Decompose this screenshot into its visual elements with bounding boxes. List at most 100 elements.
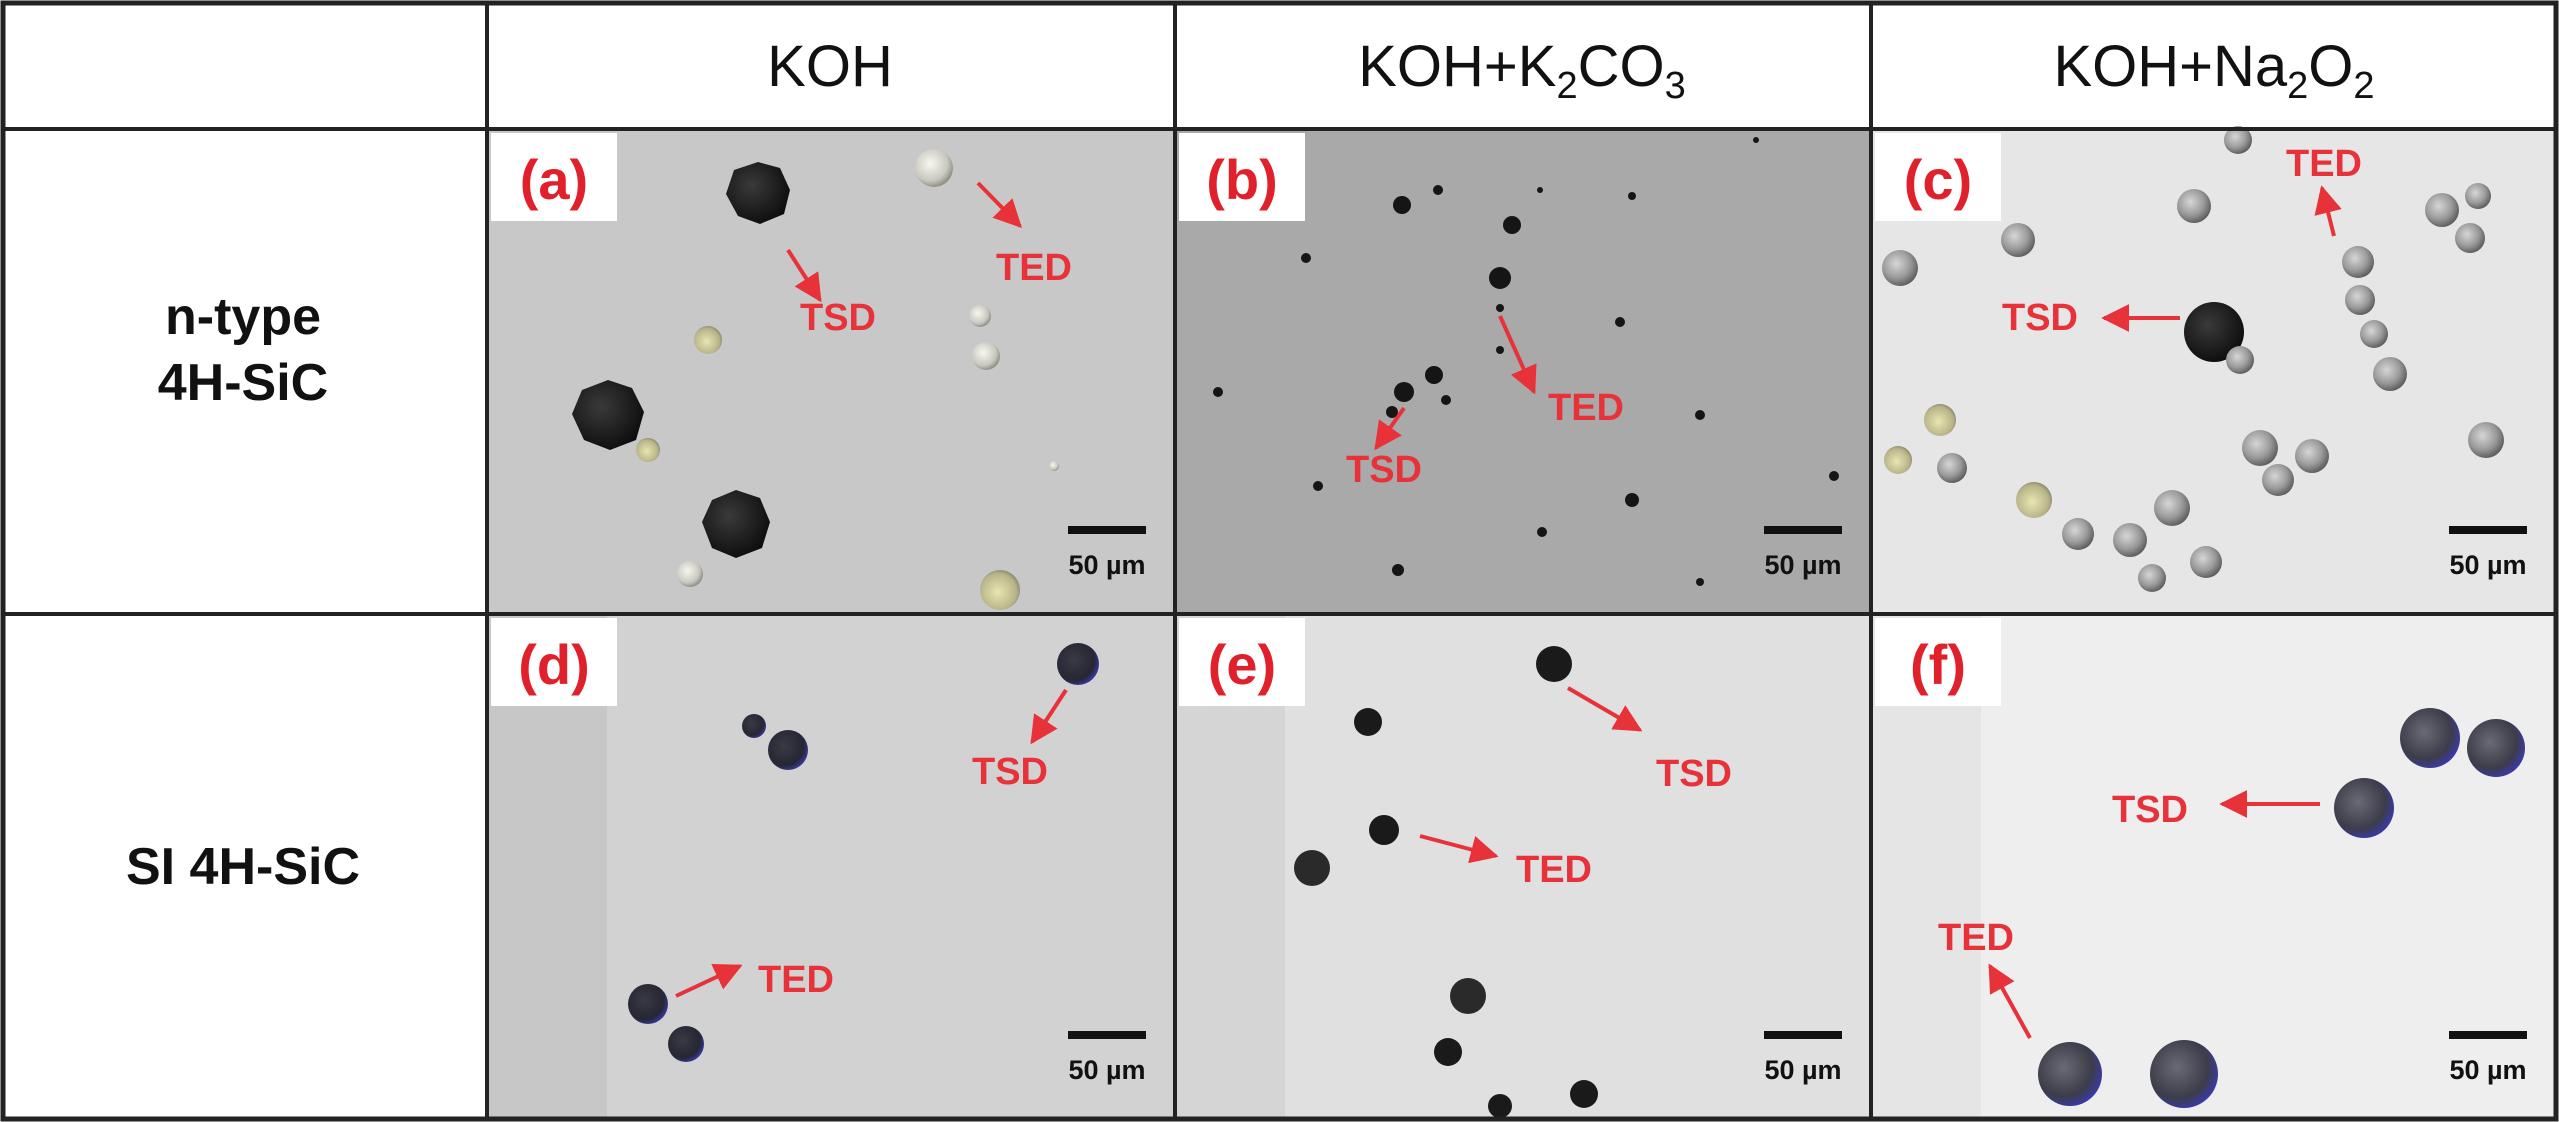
scale-bar bbox=[2449, 1031, 2527, 1039]
etch-pit bbox=[668, 1026, 704, 1062]
etch-pit bbox=[969, 305, 991, 327]
row-labels: n-type 4H-SiC SI 4H-SiC bbox=[126, 288, 360, 896]
etch-pit bbox=[2242, 430, 2278, 466]
row-label-n-type: 4H-SiC bbox=[158, 354, 328, 412]
etch-pit bbox=[1441, 395, 1451, 405]
etch-pit bbox=[1392, 564, 1404, 576]
etch-pit bbox=[1937, 453, 1967, 483]
etch-pit bbox=[2226, 346, 2254, 374]
etch-pit bbox=[2360, 320, 2388, 348]
etch-pit bbox=[2001, 223, 2035, 257]
arrow bbox=[786, 248, 822, 303]
header-text: O bbox=[2308, 34, 2353, 99]
header-text: CO bbox=[1578, 34, 1665, 99]
arrow bbox=[1498, 315, 1537, 395]
etch-pit bbox=[1394, 382, 1414, 402]
etch-pit bbox=[1393, 196, 1411, 214]
etch-pit bbox=[1570, 1080, 1598, 1108]
panel-labels: (a) (b) (c) (d) (e) (f) bbox=[491, 133, 2001, 706]
scale-bar bbox=[1764, 1031, 1842, 1039]
etch-pit bbox=[980, 570, 1020, 610]
etch-pit bbox=[1434, 1038, 1462, 1066]
arrow bbox=[1030, 688, 1068, 745]
etch-pit bbox=[1625, 493, 1639, 507]
etch-pit bbox=[636, 438, 660, 462]
etch-pit bbox=[2177, 189, 2211, 223]
etch-pit bbox=[1696, 578, 1704, 586]
etch-pit bbox=[972, 342, 1000, 370]
panel-label: (e) bbox=[1208, 633, 1276, 696]
etch-pit bbox=[2038, 1042, 2102, 1106]
panel-label: (f) bbox=[1910, 633, 1966, 696]
etch-pit bbox=[1313, 481, 1323, 491]
row-label-n-type: n-type bbox=[165, 288, 321, 346]
panel-label-box bbox=[1179, 618, 1305, 706]
etch-pit bbox=[1213, 387, 1223, 397]
annotation-ted: TED bbox=[758, 959, 834, 1001]
etch-pit bbox=[2295, 439, 2329, 473]
arrow bbox=[1566, 686, 1643, 732]
etch-pit bbox=[2062, 518, 2094, 550]
etch-pit bbox=[2224, 126, 2252, 154]
etch-pit bbox=[1884, 446, 1912, 474]
scale-bar bbox=[1068, 526, 1146, 534]
row-label-si: SI 4H-SiC bbox=[126, 838, 360, 896]
etch-pit bbox=[742, 714, 766, 738]
scale-bar bbox=[1764, 526, 1842, 534]
scale-bar-label: 50 µm bbox=[1068, 1055, 1145, 1085]
column-header-k2co3: KOH+K2CO3 bbox=[1358, 34, 1686, 107]
etch-pit bbox=[1386, 406, 1398, 418]
etch-pit bbox=[1753, 137, 1759, 143]
header-text: KOH+Na bbox=[2053, 34, 2287, 99]
header-subscript: 2 bbox=[2353, 65, 2374, 107]
annotation-ted: TED bbox=[1938, 917, 2014, 959]
arrow bbox=[675, 964, 743, 998]
etch-pit bbox=[1057, 643, 1099, 685]
etch-pit bbox=[1425, 366, 1443, 384]
annotation-arrows bbox=[675, 181, 2342, 1039]
panel-label: (c) bbox=[1904, 148, 1972, 211]
annotation-ted: TED bbox=[2286, 143, 2362, 185]
etch-pit bbox=[2425, 193, 2459, 227]
annotation-tsd: TSD bbox=[800, 297, 876, 339]
etch-pit bbox=[1496, 304, 1504, 312]
panel-label-box bbox=[491, 133, 617, 221]
annotation-ted: TED bbox=[1548, 387, 1624, 429]
column-header-koh: KOH bbox=[767, 34, 893, 99]
etch-pit bbox=[915, 149, 953, 187]
annotation-ted: TED bbox=[996, 247, 1072, 289]
etch-pit bbox=[2154, 490, 2190, 526]
etch-pit bbox=[1695, 410, 1705, 420]
etch-pit bbox=[2113, 523, 2147, 557]
etch-pit bbox=[2138, 564, 2166, 592]
etch-pit bbox=[1615, 317, 1625, 327]
scale-bar-label: 50 µm bbox=[2449, 550, 2526, 580]
column-header-na2o2: KOH+Na2O2 bbox=[2053, 34, 2374, 107]
etch-pit bbox=[2345, 285, 2375, 315]
scale-bar bbox=[1068, 1031, 1146, 1039]
etch-pit bbox=[768, 730, 808, 770]
header-subscript: 3 bbox=[1665, 65, 1686, 107]
etch-pit bbox=[2373, 357, 2407, 391]
etch-pit bbox=[2184, 302, 2244, 362]
etch-pit bbox=[2465, 183, 2491, 209]
etch-pit bbox=[1294, 850, 1330, 886]
scale-bars: 50 µm 50 µm 50 µm 50 µm 50 µm 50 µm bbox=[1068, 526, 2527, 1085]
annotation-tsd: TSD bbox=[2002, 297, 2078, 339]
arrow bbox=[1419, 834, 1499, 864]
etch-pit bbox=[1450, 978, 1486, 1014]
etch-pit bbox=[677, 561, 703, 587]
arrow bbox=[1988, 963, 2032, 1039]
panel-label: (d) bbox=[518, 633, 590, 696]
scale-bar-label: 50 µm bbox=[1764, 1055, 1841, 1085]
etch-pit bbox=[2150, 1040, 2218, 1108]
etch-pit bbox=[1924, 404, 1956, 436]
panel-label-box bbox=[1875, 133, 2001, 221]
etch-pit bbox=[1503, 216, 1521, 234]
annotation-tsd: TSD bbox=[2112, 789, 2188, 831]
column-headers: KOH KOH+K2CO3 KOH+Na2O2 bbox=[767, 34, 2374, 107]
etch-pit bbox=[1301, 253, 1311, 263]
etch-pit bbox=[702, 490, 770, 558]
